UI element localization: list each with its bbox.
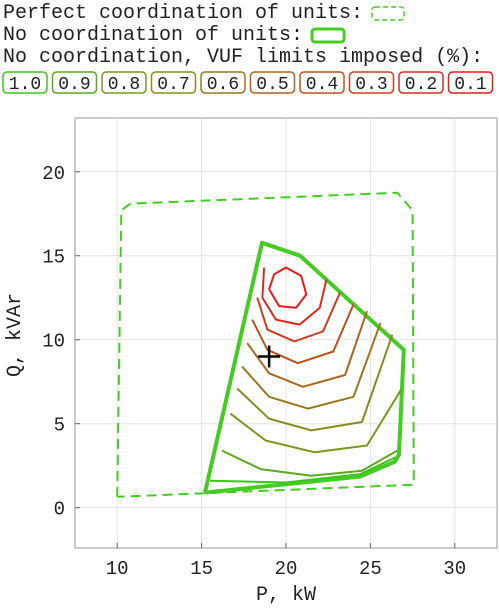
y-tick-label: 20 — [42, 163, 65, 185]
legend-swatch — [51, 71, 98, 94]
y-tick-label: 15 — [42, 247, 65, 269]
x-tick-label: 15 — [190, 558, 213, 580]
legend-swatch — [249, 71, 296, 94]
y-axis-label: Q, kVAr — [4, 293, 27, 377]
legend-label: 0.9 — [58, 75, 90, 95]
legend-label: 0.1 — [454, 75, 486, 95]
legend-swatch — [447, 71, 494, 94]
x-tick-label: 30 — [443, 558, 466, 580]
legend-label: 0.4 — [306, 75, 338, 95]
legend-swatch — [150, 71, 197, 94]
series-line — [229, 389, 402, 454]
legend-swatch — [398, 71, 444, 94]
x-tick-label: 20 — [275, 558, 298, 580]
legend-title: No coordination, VUF limits imposed (%): — [3, 46, 483, 69]
series-line — [221, 449, 398, 477]
series-line — [261, 267, 328, 326]
legend-swatch — [371, 6, 405, 21]
legend-label: 0.5 — [256, 75, 288, 95]
legend-swatch — [299, 71, 345, 94]
series-line — [268, 266, 308, 309]
series-line — [241, 322, 382, 410]
legend-label: 0.2 — [405, 75, 437, 95]
series-line — [251, 304, 355, 365]
legend-swatch — [348, 71, 395, 94]
legend-label: No coordination of units: — [3, 24, 303, 47]
marker — [258, 345, 281, 368]
legend-swatch — [2, 71, 48, 94]
series-line — [203, 240, 406, 495]
y-tick-label: 5 — [54, 415, 65, 437]
legend-label: 1.0 — [9, 75, 41, 95]
series-line — [116, 191, 415, 498]
x-axis-label: P, kW — [256, 584, 316, 607]
x-tick-label: 10 — [106, 558, 129, 580]
series-line — [246, 310, 368, 388]
legend-label: 0.3 — [355, 75, 387, 95]
legend-label: 0.7 — [157, 75, 189, 95]
legend-label: Perfect coordination of units: — [3, 2, 363, 25]
series-line — [209, 456, 397, 484]
legend-swatch — [101, 71, 147, 94]
legend-label: 0.8 — [108, 75, 140, 95]
legend-swatch — [200, 71, 246, 94]
legend-label: 0.6 — [207, 75, 239, 95]
y-tick-label: 0 — [54, 499, 65, 521]
y-tick-label: 10 — [42, 331, 65, 353]
legend-swatch — [310, 27, 346, 44]
series-line — [256, 292, 341, 343]
x-tick-label: 25 — [359, 558, 382, 580]
series-line — [236, 334, 394, 432]
